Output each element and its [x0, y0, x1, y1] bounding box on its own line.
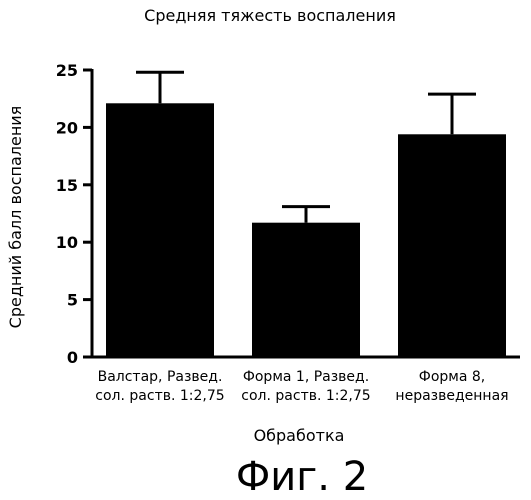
y-tick-label: 25 — [56, 61, 78, 80]
y-tick-label: 10 — [56, 233, 78, 252]
bar — [106, 103, 214, 357]
plot-area: 0 5 10 15 20 25 Валстар, Развед. сол. раств. 1:… — [56, 61, 520, 404]
y-tick-label: 15 — [56, 176, 78, 195]
y-tick-label: 20 — [56, 118, 78, 137]
y-tick-label: 5 — [67, 291, 78, 310]
x-category-label: сол. раств. 1:2,75 — [241, 388, 370, 404]
x-category-label: сол. раств. 1:2,75 — [95, 388, 224, 404]
bar — [398, 134, 506, 357]
y-tick-label: 0 — [67, 348, 78, 367]
x-category-label: неразведенная — [395, 388, 508, 404]
y-axis-label: Средний балл воспаления — [6, 106, 25, 329]
x-category-label: Валстар, Развед. — [98, 369, 223, 385]
x-axis-label: Обработка — [254, 426, 345, 445]
chart-title: Средняя тяжесть воспаления — [144, 6, 396, 25]
bar — [252, 223, 360, 357]
x-category-label: Форма 1, Развед. — [243, 369, 369, 385]
figure-caption: Фиг. 2 — [236, 454, 368, 500]
x-category-label: Форма 8, — [419, 369, 485, 385]
